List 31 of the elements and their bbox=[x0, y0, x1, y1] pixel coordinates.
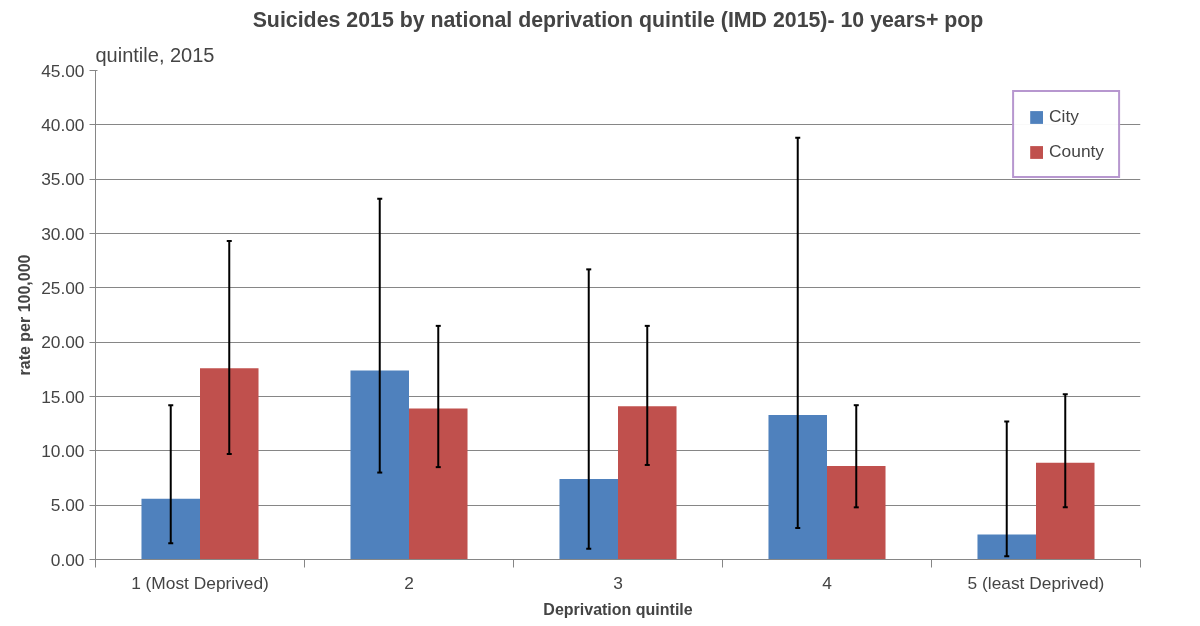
y-tick-label: 0.00 bbox=[50, 549, 85, 570]
legend-label: County bbox=[1049, 141, 1104, 162]
x-tick-label: 3 bbox=[613, 572, 623, 593]
bar bbox=[141, 498, 200, 560]
text: quintile, 2015 bbox=[95, 43, 215, 66]
bar bbox=[618, 406, 677, 560]
y-tick-label: 20.00 bbox=[41, 332, 85, 353]
y-tick-label: 30.00 bbox=[41, 223, 85, 244]
legend-label: City bbox=[1049, 106, 1079, 127]
y-tick-label: 15.00 bbox=[41, 386, 85, 407]
y-tick-label: 10.00 bbox=[41, 440, 85, 461]
y-tick-label: 35.00 bbox=[41, 169, 85, 190]
x-tick-label: 5 (least Deprived) bbox=[967, 572, 1105, 593]
bar bbox=[200, 368, 259, 560]
x-axis-title: Deprivation quintile bbox=[543, 600, 693, 618]
bar bbox=[409, 408, 468, 560]
bar bbox=[350, 370, 409, 560]
y-axis-title: rate per 100,000 bbox=[16, 254, 34, 376]
x-tick-label: 2 bbox=[404, 572, 414, 593]
bar bbox=[977, 534, 1036, 560]
y-tick-label: 25.00 bbox=[41, 277, 85, 298]
y-tick-label: 40.00 bbox=[41, 114, 85, 135]
x-tick-label: 1 (Most Deprived) bbox=[131, 572, 269, 593]
bar bbox=[1036, 462, 1095, 560]
bar bbox=[559, 479, 618, 560]
y-tick-label: 45.00 bbox=[41, 60, 85, 81]
x-tick-label: 4 bbox=[822, 572, 833, 593]
bar bbox=[768, 414, 827, 560]
chart-title: Suicides 2015 by national deprivation quintile (IMD 2015)- 10 years+ pop bbox=[252, 7, 984, 32]
y-tick-label: 5.00 bbox=[50, 495, 85, 516]
bar bbox=[827, 466, 886, 560]
